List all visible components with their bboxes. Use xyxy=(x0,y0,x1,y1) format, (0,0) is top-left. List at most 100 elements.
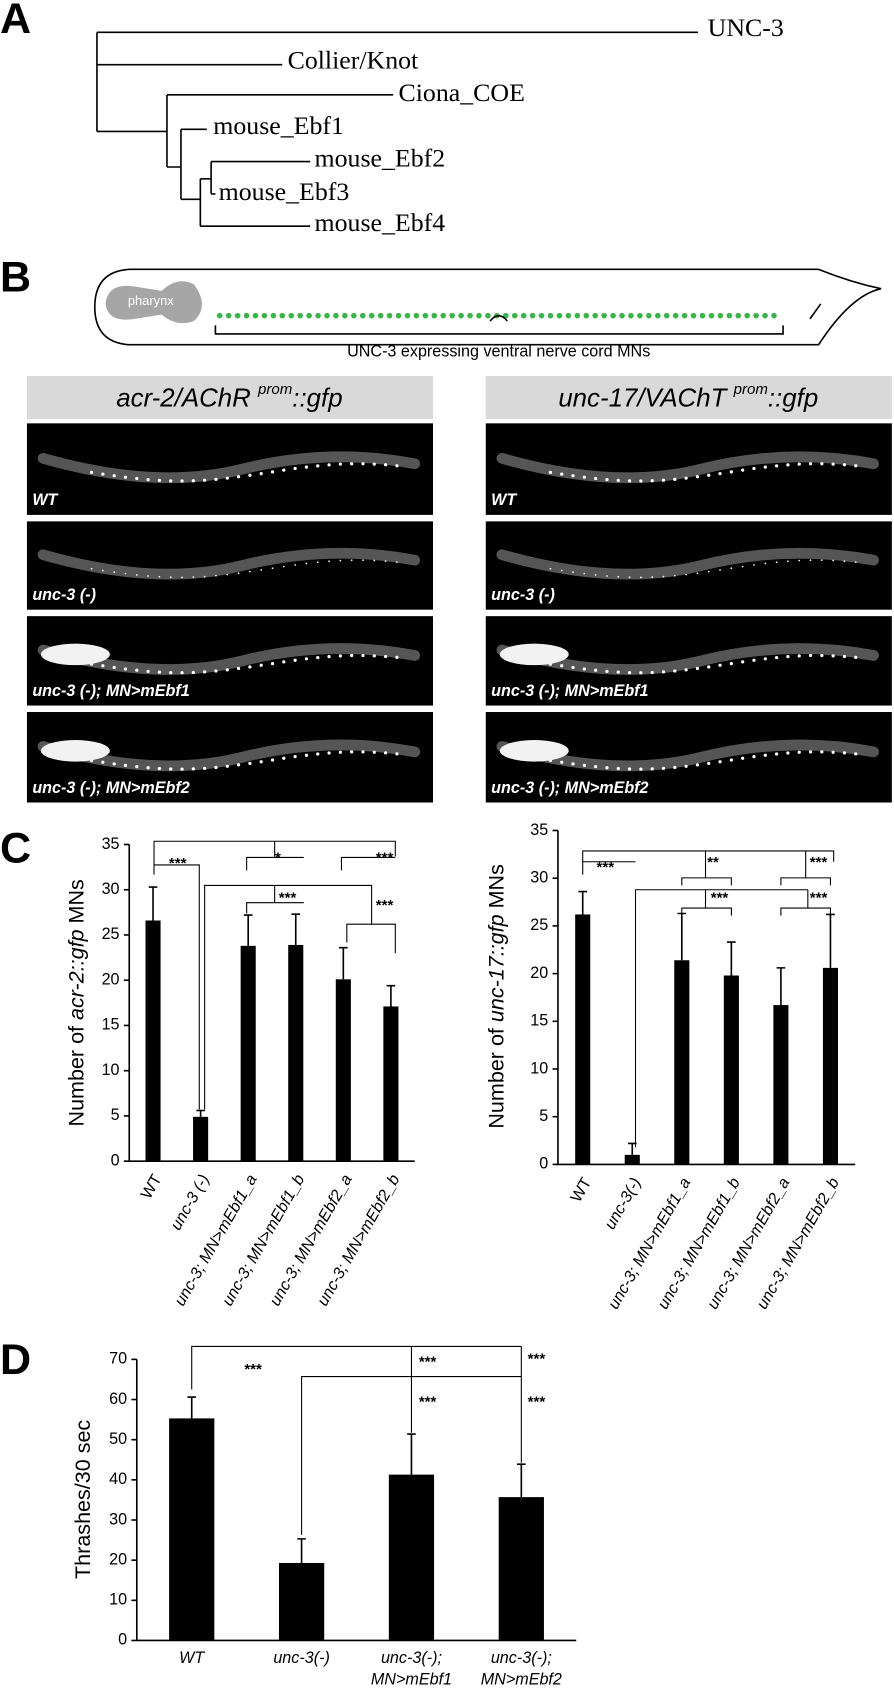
significance-bracket xyxy=(780,850,831,886)
x-tick-label: unc-3(-); MN>mEbf2 xyxy=(481,1649,562,1689)
gfp-dot xyxy=(797,654,801,658)
gfp-dot xyxy=(304,753,309,757)
neuron-dot xyxy=(583,312,590,319)
gfp-dot xyxy=(808,462,813,466)
x-tick-label: unc-3; MN>mEbf1_b xyxy=(218,1171,308,1309)
gfp-dot xyxy=(123,475,128,479)
gfp-dot xyxy=(158,575,161,578)
panel-label: C xyxy=(0,824,31,872)
gfp-dot xyxy=(616,766,620,771)
gfp-dot xyxy=(101,472,105,476)
significance: *** xyxy=(528,1350,546,1367)
significance: *** xyxy=(810,854,828,871)
gfp-dot xyxy=(146,669,150,673)
gfp-dot xyxy=(350,559,353,562)
x-tick-label: WT xyxy=(137,1171,165,1202)
bar xyxy=(335,979,351,1162)
y-tick-label: 15 xyxy=(102,1016,120,1034)
gfp-dot xyxy=(582,763,586,767)
neuron-dot xyxy=(529,312,536,319)
gfp-dot xyxy=(327,463,331,467)
label-line: unc-3(-); xyxy=(381,1649,442,1667)
error-bar xyxy=(386,984,396,1007)
x-tick-label: unc-3(-); MN>mEbf1 xyxy=(371,1649,452,1689)
bar xyxy=(240,945,256,1162)
bar xyxy=(278,1562,325,1641)
significance: *** xyxy=(376,897,394,914)
tree-leaf: mouse_Ebf2 xyxy=(315,143,446,172)
gfp-dot xyxy=(124,572,127,575)
gfp-dot xyxy=(259,760,263,764)
gfp-dot xyxy=(786,751,790,755)
gfp-dot xyxy=(684,668,688,672)
gfp-dot xyxy=(270,661,275,666)
gfp-dot xyxy=(753,564,755,566)
y-tick-label: 20 xyxy=(109,1550,127,1568)
neuron-dot xyxy=(270,312,277,319)
gfp-dot xyxy=(396,561,398,563)
gfp-dot xyxy=(775,561,778,564)
label-line: MN>mEbf2 xyxy=(481,1671,562,1689)
error-bar xyxy=(243,914,253,946)
gfp-dot xyxy=(707,473,711,477)
neuron-dot xyxy=(476,312,482,319)
gfp-dot xyxy=(752,755,756,759)
neuron-dot xyxy=(628,312,634,319)
significance-bracket xyxy=(191,1345,522,1390)
gfp-dot xyxy=(842,463,847,467)
gfp-dot xyxy=(571,762,575,766)
organ-label: pharynx xyxy=(128,293,174,308)
significance-bracket xyxy=(246,841,304,871)
gfp-dot xyxy=(169,479,173,483)
neuron-dot xyxy=(467,312,473,319)
worm xyxy=(496,643,879,675)
significance: *** xyxy=(279,889,297,906)
significance-bracket xyxy=(681,850,732,886)
gfp-dot xyxy=(339,559,342,562)
gfp-dot xyxy=(214,765,218,770)
y-tick-label: 10 xyxy=(109,1591,127,1609)
image-header: unc-17/VAChT prom::gfp xyxy=(558,381,818,413)
gfp-dot xyxy=(560,664,564,668)
pharynx xyxy=(105,281,202,324)
gfp-dot xyxy=(361,653,365,658)
gfp-dot xyxy=(854,752,858,756)
panel-label: B xyxy=(0,253,31,301)
gfp-dot xyxy=(113,571,116,573)
neuron-dot xyxy=(252,312,259,319)
gfp-dot xyxy=(181,576,183,579)
worm-outline xyxy=(93,268,882,346)
gfp-dot xyxy=(316,752,320,756)
significance-bracket xyxy=(634,889,808,1148)
gfp-dot xyxy=(395,752,399,756)
significance: *** xyxy=(376,849,394,866)
tree-leaf: mouse_Ebf1 xyxy=(213,111,344,140)
gfp-dot xyxy=(372,750,376,754)
worm xyxy=(37,451,421,484)
gfp-dot xyxy=(820,462,824,466)
neuron-dot xyxy=(422,312,429,319)
gfp-dot xyxy=(180,767,184,771)
neuron-dot xyxy=(708,312,715,319)
gfp-dot xyxy=(293,658,297,662)
worm xyxy=(37,547,421,580)
x-tick-label: unc-3(-) xyxy=(601,1175,645,1233)
bar xyxy=(723,975,739,1165)
gfp-dot xyxy=(730,567,733,570)
y-tick-label: 10 xyxy=(530,1059,548,1077)
x-tick-label: unc-3 (-) xyxy=(167,1171,213,1233)
bar xyxy=(383,1006,399,1162)
gfp-dot xyxy=(135,574,138,576)
tree-leaf: mouse_Ebf3 xyxy=(219,177,350,206)
neuron-dot xyxy=(485,312,491,319)
significance: *** xyxy=(597,859,615,876)
neuron-dot xyxy=(431,312,438,319)
gfp-dot xyxy=(616,478,620,483)
gfp-dot xyxy=(695,763,700,767)
error-bar xyxy=(407,1433,416,1475)
worm xyxy=(496,739,879,772)
gfp-dot xyxy=(752,658,756,662)
gfp-dot xyxy=(316,561,319,564)
neuron-dot xyxy=(699,312,706,319)
